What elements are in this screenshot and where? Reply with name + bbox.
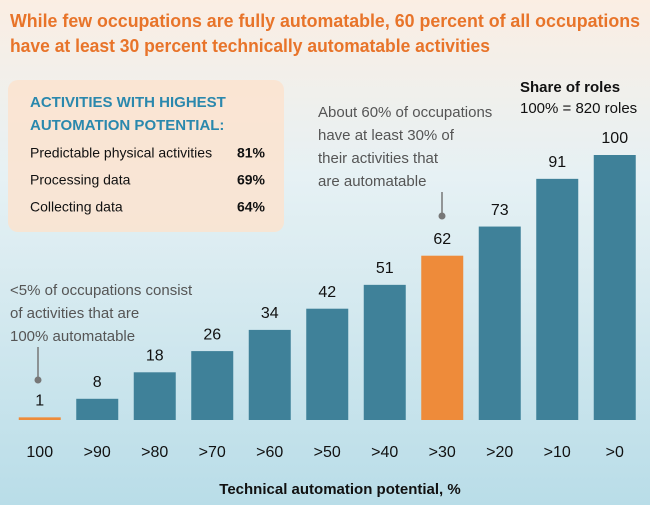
annotation: their activities that <box>318 150 439 167</box>
x-axis-label: Technical automation potential, % <box>219 481 460 498</box>
inset-label: Collecting data <box>30 199 123 215</box>
x-tick-label: >80 <box>141 444 168 461</box>
bar <box>363 284 406 420</box>
legend-subtitle: 100% = 820 roles <box>520 100 637 117</box>
inset-title: AUTOMATION POTENTIAL: <box>30 117 224 134</box>
bar <box>478 226 521 420</box>
annotation: are automatable <box>318 173 426 190</box>
value-label: 18 <box>146 348 164 365</box>
annotation: 100% automatable <box>10 328 135 345</box>
x-tick-label: >0 <box>606 444 624 461</box>
value-label: 8 <box>93 374 102 391</box>
chart-title: While few occupations are fully automata… <box>10 11 640 31</box>
bar <box>536 178 579 420</box>
inset-title: ACTIVITIES WITH HIGHEST <box>30 94 226 111</box>
value-label: 1 <box>35 393 44 410</box>
value-label: 73 <box>491 202 509 219</box>
x-tick-label: >20 <box>486 444 513 461</box>
bar <box>306 308 349 420</box>
annotation: About 60% of occupations <box>318 104 492 121</box>
value-label: 51 <box>376 260 394 277</box>
legend-title: Share of roles <box>520 79 620 96</box>
x-tick-label: >40 <box>371 444 398 461</box>
x-tick-label: >60 <box>256 444 283 461</box>
inset-value: 81% <box>237 145 266 161</box>
bar <box>191 351 234 420</box>
inset-box <box>8 80 284 232</box>
chart-title: have at least 30 percent technically aut… <box>10 36 490 56</box>
value-label: 26 <box>203 326 221 343</box>
annotation: <5% of occupations consist <box>10 282 193 299</box>
inset-value: 64% <box>237 199 266 215</box>
value-label: 100 <box>601 130 628 147</box>
value-label: 42 <box>318 284 336 301</box>
x-tick-label: >50 <box>314 444 341 461</box>
annotation: of activities that are <box>10 305 139 322</box>
inset-label: Predictable physical activities <box>30 145 212 161</box>
bar <box>76 398 119 420</box>
x-tick-label: >30 <box>429 444 456 461</box>
inset-value: 69% <box>237 172 266 188</box>
pointer-dot <box>438 212 446 220</box>
annotation: have at least 30% of <box>318 127 455 144</box>
x-tick-label: >10 <box>544 444 571 461</box>
x-tick-label: >90 <box>84 444 111 461</box>
value-label: 91 <box>548 154 566 171</box>
value-label: 62 <box>433 231 451 248</box>
value-label: 34 <box>261 305 279 322</box>
bar <box>133 372 176 420</box>
pointer-dot <box>34 376 42 384</box>
bar <box>248 329 291 420</box>
x-tick-label: >70 <box>199 444 226 461</box>
bar <box>18 417 61 420</box>
bar <box>593 155 636 420</box>
inset-label: Processing data <box>30 172 131 188</box>
bar <box>421 255 464 420</box>
x-tick-label: 100 <box>26 444 53 461</box>
